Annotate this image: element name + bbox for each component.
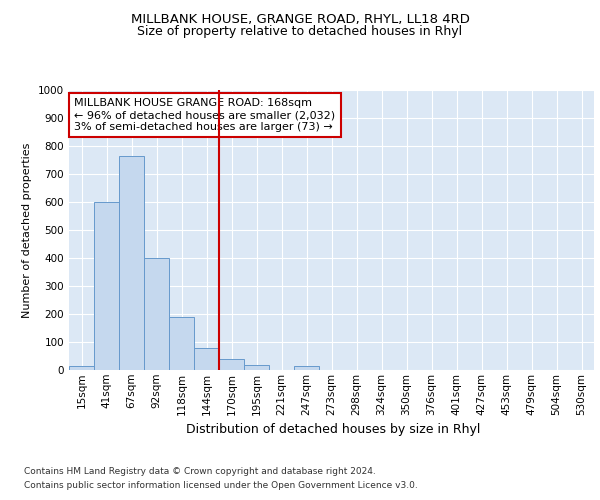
Text: Contains public sector information licensed under the Open Government Licence v3: Contains public sector information licen… <box>24 481 418 490</box>
Text: Contains HM Land Registry data © Crown copyright and database right 2024.: Contains HM Land Registry data © Crown c… <box>24 468 376 476</box>
Bar <box>144 258 169 370</box>
Bar <box>219 359 244 370</box>
Bar <box>194 348 219 370</box>
Bar <box>119 156 144 370</box>
Text: MILLBANK HOUSE GRANGE ROAD: 168sqm
← 96% of detached houses are smaller (2,032)
: MILLBANK HOUSE GRANGE ROAD: 168sqm ← 96%… <box>74 98 335 132</box>
Bar <box>169 317 194 370</box>
Y-axis label: Number of detached properties: Number of detached properties <box>22 142 32 318</box>
Bar <box>69 366 94 370</box>
Text: Size of property relative to detached houses in Rhyl: Size of property relative to detached ho… <box>137 25 463 38</box>
Bar <box>294 366 319 370</box>
Bar <box>94 202 119 370</box>
Text: Distribution of detached houses by size in Rhyl: Distribution of detached houses by size … <box>186 422 480 436</box>
Text: MILLBANK HOUSE, GRANGE ROAD, RHYL, LL18 4RD: MILLBANK HOUSE, GRANGE ROAD, RHYL, LL18 … <box>131 12 469 26</box>
Bar <box>244 365 269 370</box>
